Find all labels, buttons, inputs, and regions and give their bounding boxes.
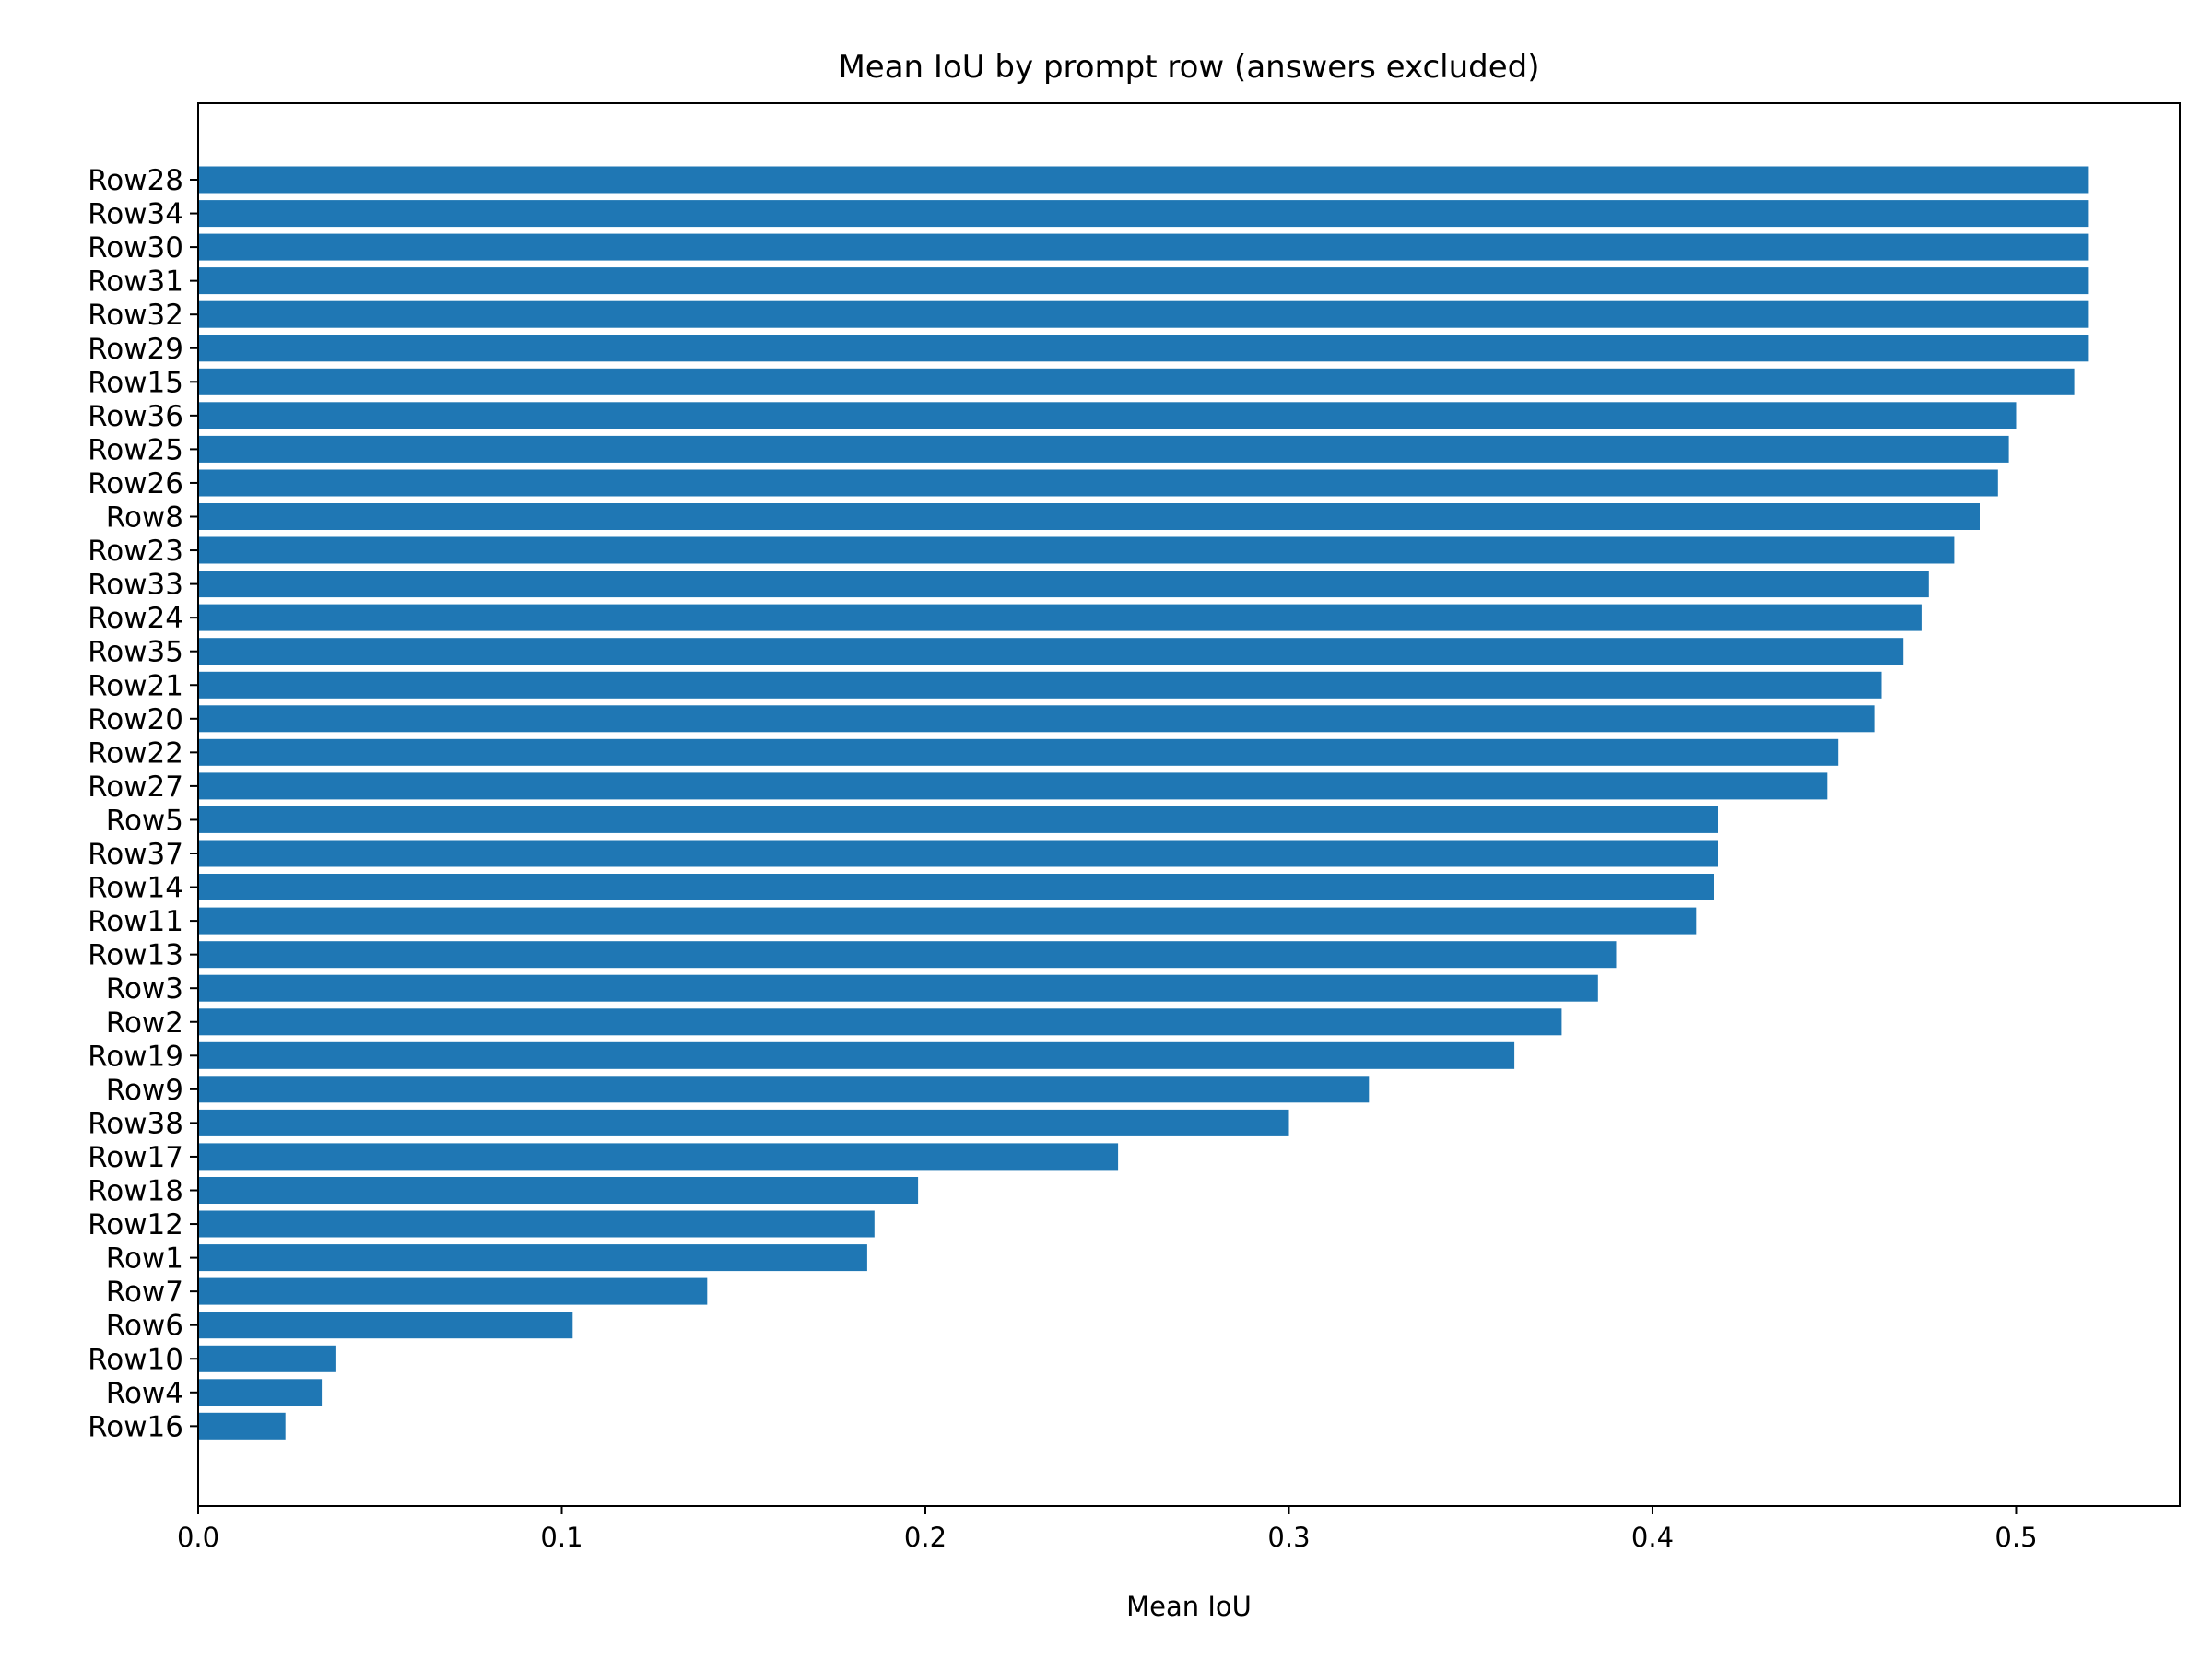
y-tick-label: Row34 [88, 198, 183, 231]
bar-row28 [198, 166, 2089, 194]
y-tick-label: Row33 [88, 569, 183, 602]
chart-title: Mean IoU by prompt row (answers excluded… [838, 49, 1539, 86]
bar-row36 [198, 402, 2017, 429]
y-tick-label: Row5 [106, 804, 183, 837]
y-tick-label: Row11 [88, 905, 183, 938]
bar-row29 [198, 335, 2089, 362]
x-tick-label: 0.2 [904, 1522, 947, 1553]
y-tick-label: Row22 [88, 736, 183, 770]
bar-row32 [198, 300, 2089, 328]
bar-row20 [198, 705, 1875, 733]
bar-row26 [198, 469, 1998, 497]
y-tick-label: Row25 [88, 433, 183, 466]
bars-group [198, 166, 2089, 1440]
bar-row34 [198, 200, 2089, 228]
bar-row27 [198, 772, 1828, 800]
bar-row30 [198, 233, 2089, 261]
x-axis-ticks: 0.0 0.1 0.2 0.3 0.4 0.5 [177, 1506, 2038, 1553]
x-axis-label: Mean IoU [1126, 1591, 1252, 1622]
bar-row7 [198, 1277, 708, 1305]
bar-row22 [198, 738, 1839, 766]
bar-row35 [198, 638, 1904, 665]
y-tick-label: Row20 [88, 703, 183, 736]
y-tick-label: Row28 [88, 164, 183, 197]
y-tick-label: Row35 [88, 636, 183, 669]
bar-row1 [198, 1244, 867, 1272]
bar-row18 [198, 1177, 919, 1204]
y-tick-label: Row38 [88, 1107, 183, 1140]
bar-row21 [198, 671, 1882, 699]
y-tick-label: Row7 [106, 1276, 183, 1309]
x-tick-label: 0.4 [1631, 1522, 1674, 1553]
x-tick-label: 0.1 [540, 1522, 582, 1553]
bar-row8 [198, 503, 1980, 530]
y-tick-label: Row3 [106, 972, 183, 1006]
bar-row31 [198, 267, 2089, 295]
bar-row3 [198, 974, 1598, 1002]
bar-row14 [198, 874, 1714, 900]
bar-row11 [198, 907, 1697, 935]
bar-row17 [198, 1143, 1119, 1171]
bar-row38 [198, 1109, 1289, 1136]
y-tick-label: Row37 [88, 838, 183, 871]
y-tick-label: Row21 [88, 669, 183, 702]
y-tick-label: Row30 [88, 231, 183, 265]
y-tick-label: Row32 [88, 299, 183, 332]
bar-row13 [198, 941, 1617, 969]
y-tick-label: Row24 [88, 602, 183, 635]
plot-frame [197, 102, 2181, 1507]
y-tick-label: Row18 [88, 1175, 183, 1208]
bar-row23 [198, 536, 1955, 564]
bar-row33 [198, 571, 1929, 598]
bar-row12 [198, 1210, 875, 1238]
y-tick-label: Row6 [106, 1310, 183, 1343]
bar-row10 [198, 1345, 336, 1372]
y-tick-label: Row27 [88, 771, 183, 804]
bar-row25 [198, 435, 2009, 463]
y-tick-label: Row29 [88, 333, 183, 366]
y-tick-label: Row2 [106, 1006, 183, 1040]
y-tick-label: Row1 [106, 1242, 183, 1276]
bar-row5 [198, 806, 1718, 833]
y-tick-label: Row36 [88, 400, 183, 433]
bar-row19 [198, 1041, 1515, 1069]
bar-row6 [198, 1312, 573, 1339]
y-tick-label: Row17 [88, 1141, 183, 1174]
y-tick-label: Row4 [106, 1377, 183, 1410]
y-tick-label: Row8 [106, 501, 183, 535]
y-tick-label: Row23 [88, 535, 183, 568]
y-tick-label: Row19 [88, 1040, 183, 1073]
y-tick-label: Row16 [88, 1410, 183, 1443]
x-tick-label: 0.3 [1267, 1522, 1310, 1553]
y-tick-label: Row31 [88, 265, 183, 299]
bar-row24 [198, 604, 1922, 631]
y-tick-label: Row9 [106, 1074, 183, 1107]
y-tick-label: Row26 [88, 467, 183, 500]
bar-row37 [198, 840, 1718, 867]
y-tick-label: Row15 [88, 366, 183, 399]
bar-row16 [198, 1412, 286, 1440]
y-axis-ticks: Row28Row34Row30Row31Row32Row29Row15Row36… [88, 164, 198, 1443]
y-tick-label: Row13 [88, 939, 183, 972]
bar-row4 [198, 1379, 323, 1406]
x-tick-label: 0.5 [1994, 1522, 2037, 1553]
y-tick-label: Row12 [88, 1208, 183, 1241]
y-tick-label: Row14 [88, 872, 183, 905]
bar-row15 [198, 368, 2075, 395]
x-tick-label: 0.0 [177, 1522, 219, 1553]
bar-row9 [198, 1076, 1370, 1103]
y-tick-label: Row10 [88, 1343, 183, 1376]
bar-row2 [198, 1008, 1562, 1036]
